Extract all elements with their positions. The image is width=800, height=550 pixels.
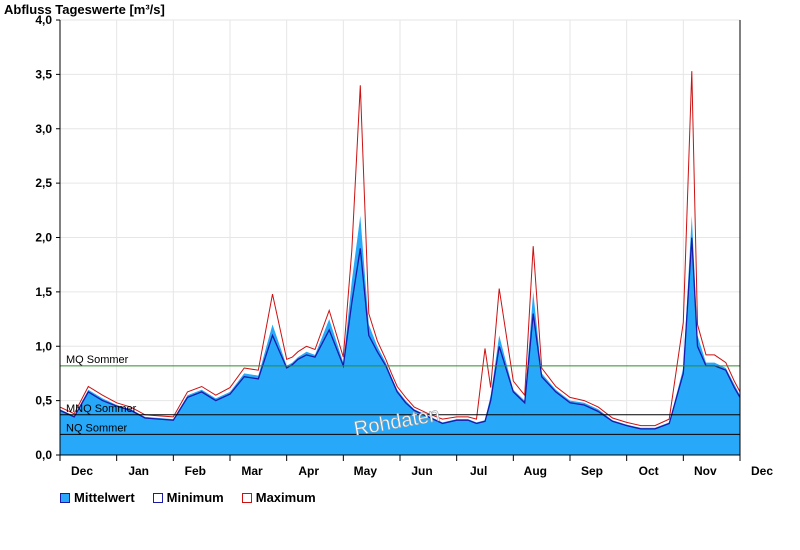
series-line-maximum [59,71,741,427]
x-tick-label: Jun [411,464,432,478]
x-tick-label: Dec [751,464,773,478]
y-tick-label: 1,0 [35,339,52,353]
y-tick-label: 1,5 [35,285,52,299]
series-line-minimum [59,237,741,430]
series-area-mittelwert [60,215,740,455]
y-tick-label: 0,5 [35,394,52,408]
legend-item-maximum: Maximum [241,490,316,505]
legend-item-mittelwert: Mittelwert [60,490,135,505]
legend-label-mittelwert: Mittelwert [74,490,135,505]
chart-title: Abfluss Tageswerte [m³/s] [4,2,165,17]
legend: Mittelwert Minimum Maximum [60,490,316,505]
legend-label-maximum: Maximum [255,490,316,505]
x-tick-label: Oct [639,464,659,478]
x-tick-label: Feb [185,464,206,478]
x-tick-label: Jan [128,464,149,478]
x-tick-label: Sep [581,464,603,478]
x-tick-label: Dec [71,464,93,478]
x-tick-label: Jul [470,464,487,478]
y-tick-label: 4,0 [35,13,52,27]
x-tick-label: Apr [298,464,319,478]
legend-swatch-minimum [152,492,163,503]
legend-swatch-mittelwert [60,492,70,503]
x-tick-label: Aug [524,464,547,478]
legend-label-minimum: Minimum [166,490,224,505]
y-tick-label: 3,0 [35,122,52,136]
y-tick-label: 0,0 [35,448,52,462]
legend-swatch-maximum [241,492,252,503]
x-tick-label: Nov [694,464,717,478]
legend-item-minimum: Minimum [152,490,224,505]
y-tick-label: 2,0 [35,231,52,245]
reference-line-label-1: MNQ Sommer [66,403,137,415]
x-tick-label: May [354,464,378,478]
reference-line-label-2: NQ Sommer [66,422,127,434]
y-tick-label: 3,5 [35,67,52,81]
x-tick-label: Mar [241,464,263,478]
reference-line-label-0: MQ Sommer [66,354,129,366]
y-tick-label: 2,5 [35,176,52,190]
